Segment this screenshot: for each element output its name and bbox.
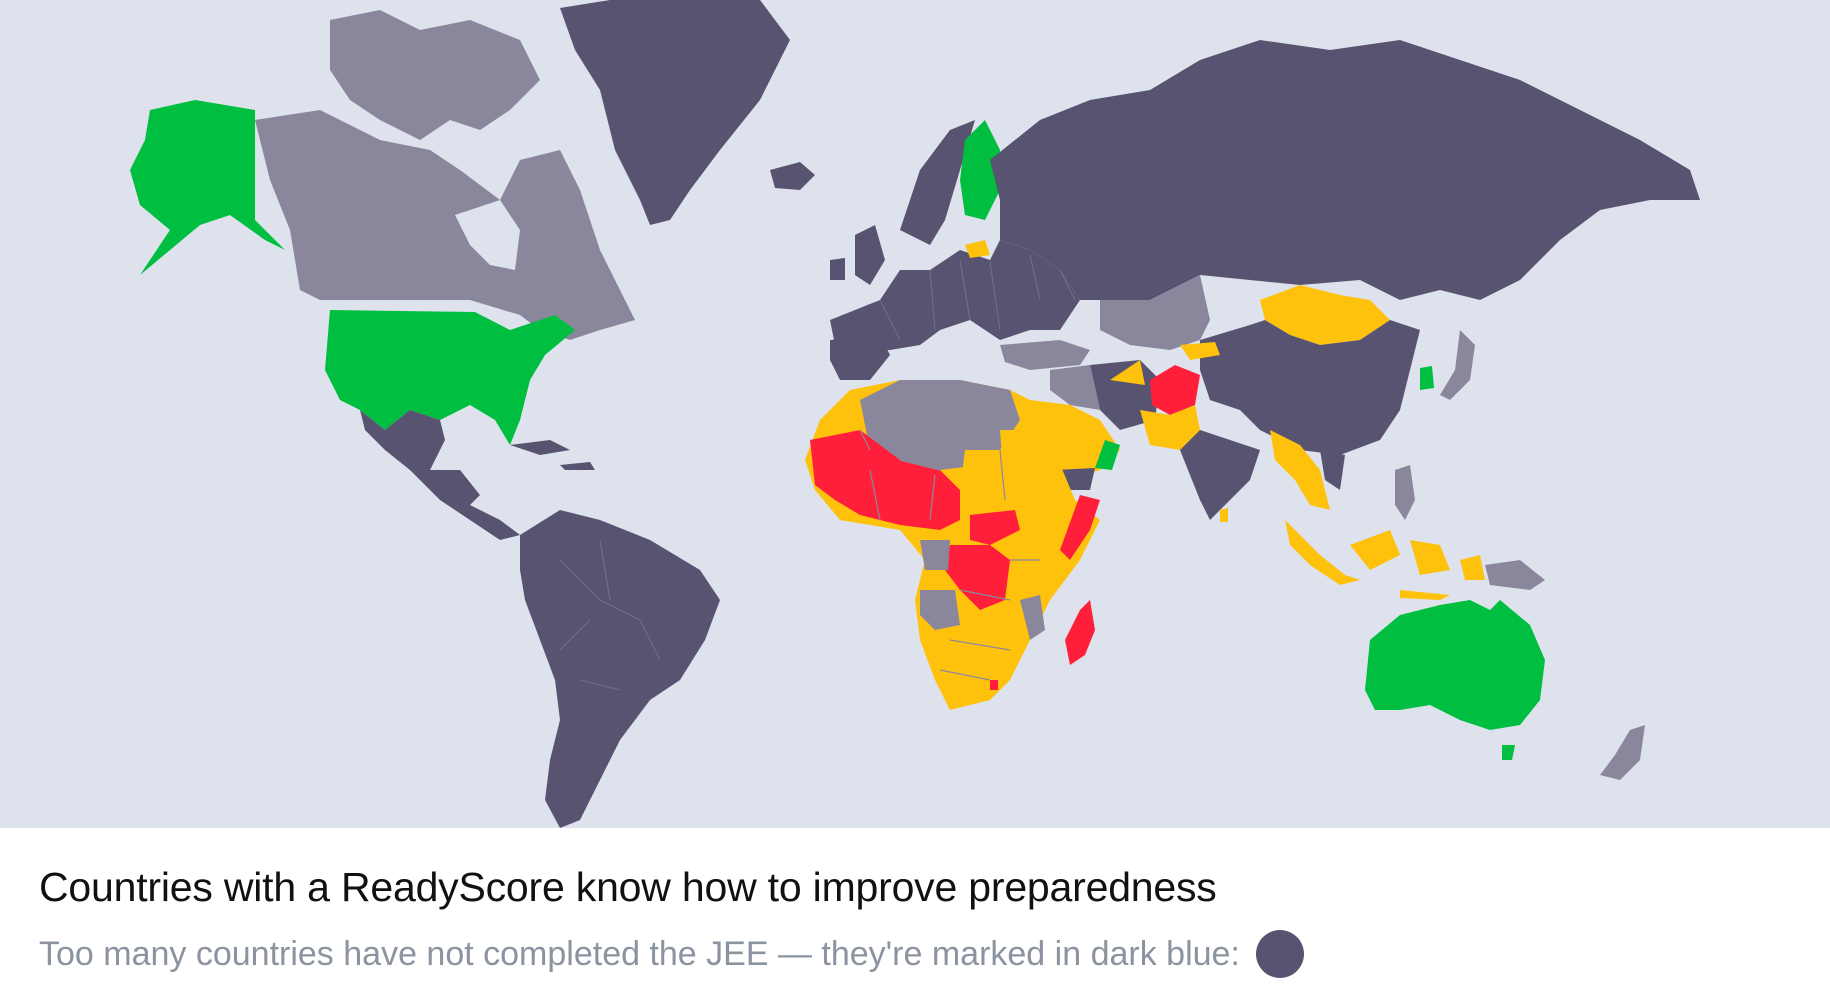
map-subtitle-text: Too many countries have not completed th… xyxy=(39,934,1240,973)
region-south-america xyxy=(520,510,720,828)
region-north-africa xyxy=(860,380,1020,470)
region-usa xyxy=(325,310,575,445)
region-uk xyxy=(830,225,885,285)
region-saudi-arabia xyxy=(1030,400,1120,480)
region-madagascar xyxy=(1065,600,1095,665)
region-turkey xyxy=(1000,340,1090,370)
region-canada-islands xyxy=(330,10,540,140)
region-vietnam xyxy=(1320,450,1345,490)
region-iraq-syria xyxy=(1050,365,1100,410)
region-pakistan xyxy=(1110,360,1200,450)
region-hudson-bay xyxy=(455,200,520,270)
region-drc xyxy=(945,545,1010,610)
region-afghanistan xyxy=(1150,365,1200,415)
region-congo xyxy=(920,540,950,570)
region-russia xyxy=(990,40,1700,300)
region-kyrgyz xyxy=(1180,342,1220,360)
region-new-zealand xyxy=(1600,725,1645,780)
region-caribbean xyxy=(510,440,595,470)
region-iberia xyxy=(830,335,890,380)
region-japan xyxy=(1440,330,1475,400)
region-eswatini xyxy=(990,680,998,690)
region-baltics xyxy=(965,240,990,258)
region-china xyxy=(1200,320,1420,455)
region-iceland xyxy=(770,162,815,190)
world-map-svg xyxy=(130,0,1700,828)
region-mexico xyxy=(360,410,520,540)
region-finland xyxy=(960,120,1000,220)
region-india xyxy=(1180,430,1260,520)
region-mozambique xyxy=(1020,595,1045,640)
region-greenland xyxy=(560,0,790,225)
region-alaska xyxy=(130,100,285,275)
region-somalia xyxy=(1060,495,1100,560)
region-philippines xyxy=(1395,465,1415,520)
border-south-america xyxy=(559,539,661,691)
region-sudan xyxy=(1000,430,1050,510)
region-mongolia xyxy=(1260,285,1390,345)
region-europe xyxy=(830,240,1080,350)
region-angola xyxy=(920,590,960,630)
world-map xyxy=(0,0,1830,828)
map-title: Countries with a ReadyScore know how to … xyxy=(39,864,1217,910)
map-caption: Countries with a ReadyScore know how to … xyxy=(0,828,1830,1000)
map-subtitle: Too many countries have not completed th… xyxy=(39,930,1304,978)
border-africa xyxy=(859,429,1040,681)
region-central-asia xyxy=(1100,275,1210,350)
region-south-korea xyxy=(1420,366,1434,390)
region-indonesia xyxy=(1285,520,1485,600)
region-west-africa-red xyxy=(810,430,960,530)
region-chad xyxy=(960,450,1010,515)
region-sri-lanka xyxy=(1220,508,1228,522)
region-central-african-rep xyxy=(970,510,1020,545)
region-myanmar-thailand xyxy=(1270,430,1330,510)
region-oman xyxy=(1095,440,1120,470)
region-tasmania xyxy=(1502,745,1515,760)
region-australia xyxy=(1365,600,1545,730)
region-scandinavia xyxy=(900,120,975,245)
region-canada xyxy=(255,110,635,340)
legend-dot-dark-blue-icon xyxy=(1255,930,1304,978)
border-europe xyxy=(879,254,1076,341)
region-papua-new-guinea xyxy=(1485,560,1545,590)
